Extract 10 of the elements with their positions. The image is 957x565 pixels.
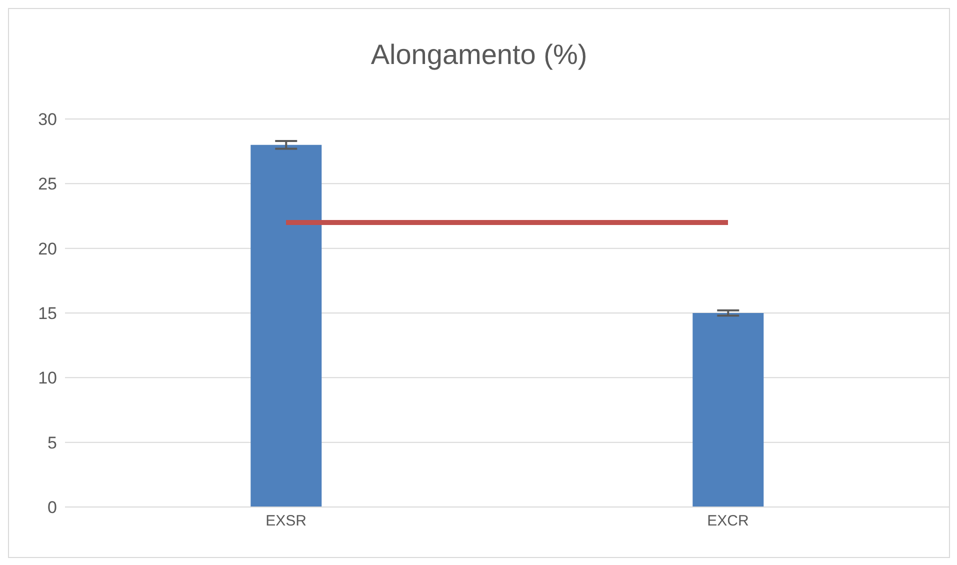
- y-tick-label: 0: [48, 498, 57, 518]
- x-tick-label: EXSR: [266, 512, 307, 530]
- y-tick-label: 5: [48, 433, 57, 452]
- x-tick-label: EXCR: [707, 512, 749, 530]
- chart-title: Alongamento (%): [370, 39, 588, 71]
- y-tick-label: 25: [38, 174, 57, 194]
- y-tick-label: 30: [38, 110, 57, 130]
- y-tick-label: 20: [38, 239, 57, 258]
- y-tick-label: 15: [38, 304, 57, 324]
- y-tick-label: 10: [38, 368, 57, 388]
